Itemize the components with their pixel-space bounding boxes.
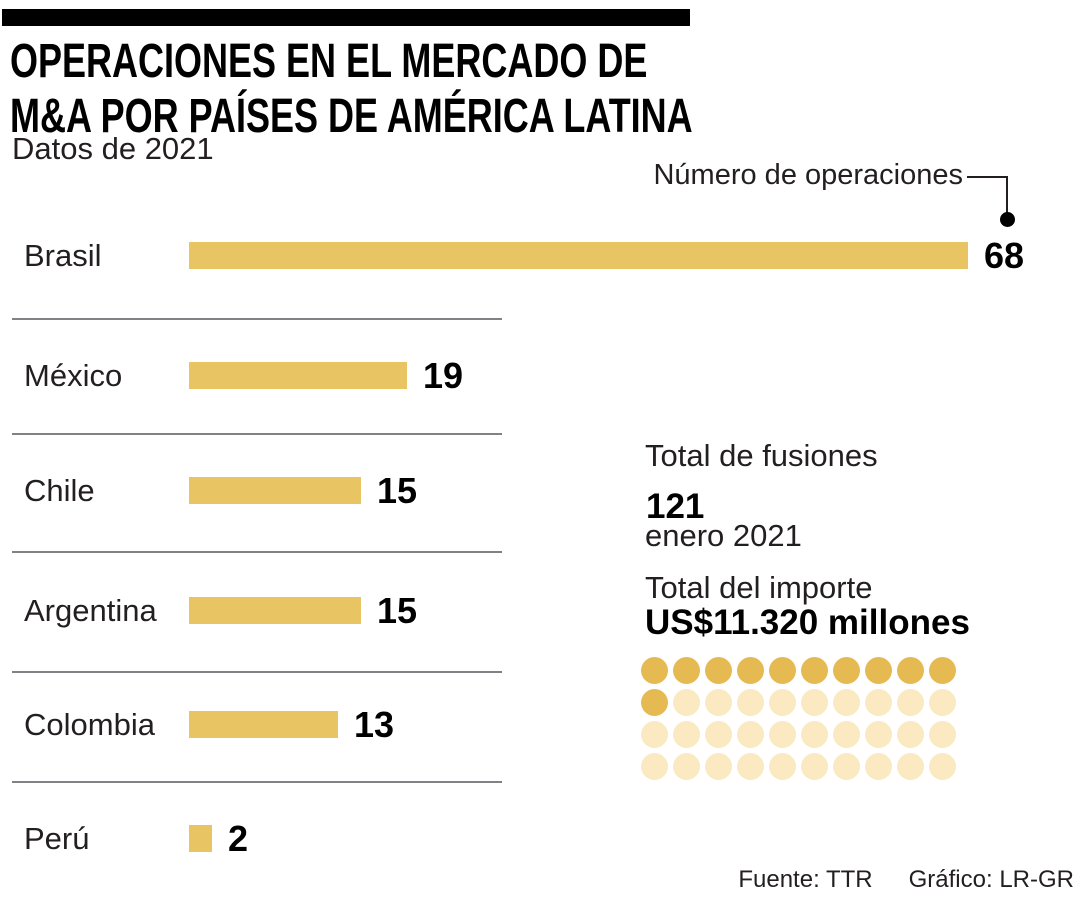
waffle-dot-filled [865, 657, 892, 684]
waffle-dot-empty [705, 753, 732, 780]
waffle-dot-filled [833, 657, 860, 684]
bar-value-argentina: 15 [377, 590, 418, 631]
footer: Fuente: TTR Gráfico: LR-GR [738, 866, 1074, 894]
waffle-dot-empty [833, 689, 860, 716]
row-separator-3 [12, 551, 502, 553]
bar-méxico [189, 362, 407, 389]
bar-label-chile: Chile [24, 473, 95, 508]
waffle-dot-empty [673, 689, 700, 716]
bar-value-brasil: 68 [984, 235, 1025, 276]
waffle-dot-empty [737, 753, 764, 780]
total-importe-value: US$11.320 millones [645, 603, 970, 642]
importe-waffle-dot-grid [641, 657, 961, 780]
waffle-dot-filled [897, 657, 924, 684]
waffle-dot-empty [769, 753, 796, 780]
waffle-dot-empty [705, 721, 732, 748]
total-importe-label: Total del importe [645, 570, 873, 605]
annotation-leader-line-horizontal [967, 176, 1008, 178]
top-accent-bar [2, 9, 690, 26]
waffle-dot-filled [641, 657, 668, 684]
bar-colombia [189, 711, 338, 738]
waffle-dot-empty [897, 721, 924, 748]
annotation-label: Número de operaciones [653, 159, 963, 191]
row-separator-5 [12, 781, 502, 783]
total-fusiones-label: Total de fusiones enero 2021 [645, 396, 878, 556]
waffle-dot-empty [641, 753, 668, 780]
bar-value-méxico: 19 [423, 355, 464, 396]
chart-subtitle: Datos de 2021 [12, 131, 214, 166]
waffle-dot-empty [929, 753, 956, 780]
bar-label-perú: Perú [24, 821, 90, 856]
waffle-dot-filled [641, 689, 668, 716]
waffle-dot-empty [641, 721, 668, 748]
waffle-dot-filled [705, 657, 732, 684]
waffle-dot-empty [801, 753, 828, 780]
waffle-dot-filled [737, 657, 764, 684]
chart-title: OPERACIONES EN EL MERCADO DE M&A POR PAÍ… [10, 34, 693, 144]
waffle-dot-empty [897, 753, 924, 780]
chart-title-line-2: M&A POR PAÍSES DE AMÉRICA LATINA [10, 90, 693, 143]
bar-value-chile: 15 [377, 470, 418, 511]
waffle-dot-empty [737, 721, 764, 748]
waffle-dot-empty [865, 721, 892, 748]
chart-title-line-1: OPERACIONES EN EL MERCADO DE [10, 35, 648, 88]
total-fusiones-label-line-1: Total de fusiones [645, 438, 878, 473]
bar-value-colombia: 13 [354, 704, 395, 745]
source-label: Fuente: TTR [738, 866, 873, 893]
waffle-dot-empty [929, 721, 956, 748]
annotation-leader-dot [1000, 212, 1015, 227]
annotation-leader-line-vertical [1006, 176, 1008, 216]
bar-chile [189, 477, 361, 504]
waffle-dot-empty [673, 721, 700, 748]
bar-perú [189, 825, 212, 852]
bar-label-colombia: Colombia [24, 707, 155, 742]
waffle-dot-empty [865, 753, 892, 780]
waffle-dot-filled [769, 657, 796, 684]
waffle-dot-empty [737, 689, 764, 716]
waffle-dot-filled [673, 657, 700, 684]
row-separator-1 [12, 318, 502, 320]
total-fusiones-label-line-2: enero 2021 [645, 518, 802, 553]
row-separator-2 [12, 433, 502, 435]
waffle-dot-empty [705, 689, 732, 716]
waffle-dot-filled [801, 657, 828, 684]
credit-label: Gráfico: LR-GR [908, 866, 1074, 893]
bar-label-brasil: Brasil [24, 238, 102, 273]
waffle-dot-empty [833, 753, 860, 780]
waffle-dot-empty [833, 721, 860, 748]
bar-value-perú: 2 [228, 818, 249, 859]
bar-brasil [189, 242, 968, 269]
total-fusiones-value: 121 [646, 487, 705, 526]
bar-label-méxico: México [24, 358, 123, 393]
waffle-dot-empty [897, 689, 924, 716]
waffle-dot-empty [673, 753, 700, 780]
waffle-dot-empty [769, 721, 796, 748]
waffle-dot-empty [865, 689, 892, 716]
waffle-dot-empty [929, 689, 956, 716]
bar-label-argentina: Argentina [24, 593, 157, 628]
row-separator-4 [12, 671, 502, 673]
waffle-dot-empty [801, 689, 828, 716]
waffle-dot-empty [801, 721, 828, 748]
waffle-dot-filled [929, 657, 956, 684]
waffle-dot-empty [769, 689, 796, 716]
bar-argentina [189, 597, 361, 624]
